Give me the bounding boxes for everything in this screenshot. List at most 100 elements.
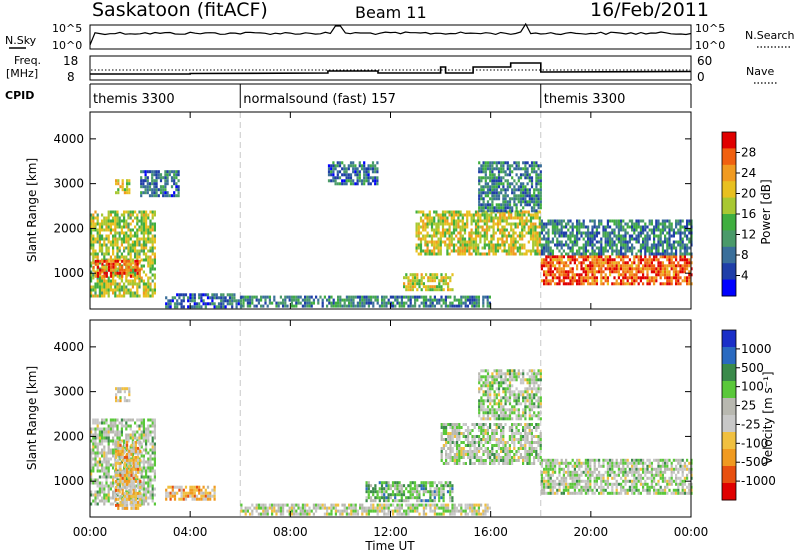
heatmap-cell [512, 237, 515, 241]
heatmap-cell [533, 161, 536, 165]
heatmap-cell [376, 490, 379, 494]
heatmap-cell [624, 252, 627, 256]
heatmap-cell [117, 182, 120, 186]
heatmap-cell [327, 167, 331, 171]
heatmap-cell [273, 506, 276, 510]
heatmap-cell [539, 176, 542, 180]
heatmap-cell [153, 460, 156, 464]
heatmap-cell [136, 259, 139, 263]
heatmap-cell [446, 249, 449, 253]
heatmap-cell [349, 182, 353, 186]
heatmap-cell [604, 276, 607, 280]
heatmap-cell [439, 213, 442, 217]
heatmap-cell [600, 279, 603, 283]
heatmap-cell [578, 252, 581, 256]
heatmap-cell [451, 503, 454, 507]
heatmap-cell [527, 240, 530, 244]
heatmap-cell [398, 506, 401, 510]
heatmap-cell [606, 219, 609, 223]
heatmap-cell [642, 270, 645, 274]
heatmap-cell [92, 418, 95, 422]
heatmap-cell [105, 493, 108, 497]
heatmap-cell [260, 304, 263, 308]
heatmap-cell [591, 261, 594, 265]
heatmap-cell [683, 249, 686, 253]
heatmap-cell [114, 231, 117, 235]
heatmap-cell [398, 509, 401, 513]
heatmap-cell [92, 219, 95, 223]
heatmap-cell [121, 470, 124, 474]
heatmap-cell [153, 463, 156, 467]
heatmap-cell [422, 228, 425, 232]
heatmap-cell [92, 481, 95, 485]
heatmap-cell [580, 222, 583, 226]
heatmap-cell [519, 200, 523, 204]
heatmap-cell [341, 503, 344, 507]
heatmap-cell [119, 503, 122, 507]
heatmap-cell [670, 255, 673, 259]
heatmap-cell [639, 225, 642, 229]
heatmap-cell [123, 418, 126, 422]
heatmap-cell [334, 304, 337, 308]
heatmap-cell [308, 509, 311, 513]
heatmap-cell [688, 279, 691, 283]
heatmap-cell [101, 288, 104, 292]
heatmap-cell [126, 452, 129, 456]
heatmap-cell [372, 487, 375, 491]
heatmap-cell [419, 252, 423, 256]
heatmap-cell [130, 449, 133, 453]
heatmap-cell [169, 491, 172, 495]
heatmap-cell [105, 466, 108, 470]
heatmap-cell [659, 234, 662, 238]
heatmap-cell [549, 255, 552, 259]
nsearch-tick-bottom: 10^0 [695, 39, 725, 52]
heatmap-cell [94, 225, 97, 229]
heatmap-cell [463, 231, 467, 235]
heatmap-cell [480, 194, 483, 198]
heatmap-cell [149, 493, 152, 497]
heatmap-cell [516, 213, 519, 217]
heatmap-cell [524, 194, 527, 198]
heatmap-cell [449, 279, 452, 283]
heatmap-cell [90, 457, 93, 461]
heatmap-cell [107, 427, 110, 431]
heatmap-cell [330, 506, 333, 510]
heatmap-cell [425, 512, 428, 516]
heatmap-cell [593, 270, 596, 274]
heatmap-cell [508, 197, 512, 201]
heatmap-cell [159, 185, 163, 189]
heatmap-cell [646, 258, 649, 262]
heatmap-cell [178, 485, 181, 489]
heatmap-cell [496, 222, 500, 226]
heatmap-cell [310, 295, 313, 299]
heatmap-cell [648, 237, 651, 241]
heatmap-cell [145, 466, 148, 470]
heatmap-cell [453, 512, 456, 516]
heatmap-cell [486, 298, 489, 302]
heatmap-cell [378, 509, 381, 513]
heatmap-cell [650, 261, 653, 265]
heatmap-cell [648, 234, 651, 238]
heatmap-cell [356, 512, 359, 516]
heatmap-cell [543, 282, 546, 286]
heatmap-cell [512, 231, 515, 235]
heatmap-cell [376, 179, 379, 183]
heatmap-cell [130, 479, 133, 483]
heatmap-cell [107, 469, 110, 473]
heatmap-cell [428, 234, 431, 238]
heatmap-cell [295, 503, 298, 507]
heatmap-cell [98, 451, 101, 455]
heatmap-cell [529, 249, 533, 253]
heatmap-cell [310, 509, 313, 513]
heatmap-cell [171, 494, 174, 498]
heatmap-cell [565, 261, 568, 265]
heatmap-cell [200, 305, 203, 309]
heatmap-cell [224, 305, 227, 309]
heatmap-cell [595, 264, 598, 268]
heatmap-cell [606, 282, 609, 286]
heatmap-cell [545, 246, 548, 250]
heatmap-cell [525, 252, 528, 256]
heatmap-cell [98, 222, 101, 226]
heatmap-cell [602, 270, 605, 274]
heatmap-cell [433, 216, 436, 220]
